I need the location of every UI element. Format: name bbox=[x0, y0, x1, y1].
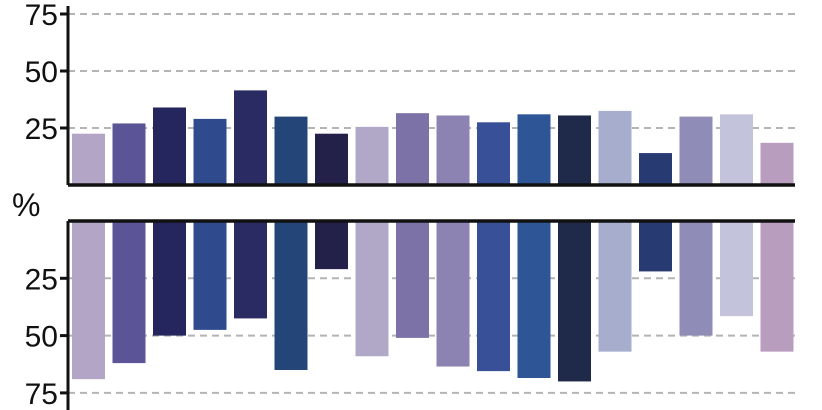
bar bbox=[517, 221, 551, 379]
bar bbox=[477, 221, 510, 372]
bar bbox=[558, 115, 591, 185]
bar bbox=[436, 115, 470, 185]
bar bbox=[72, 221, 105, 380]
tick-label: 50 bbox=[25, 321, 58, 354]
bar bbox=[639, 221, 672, 272]
tick-label: 75 bbox=[25, 0, 58, 32]
tick-label: 25 bbox=[25, 263, 58, 296]
bar bbox=[558, 221, 591, 382]
bar bbox=[355, 126, 389, 185]
tick-label: 25 bbox=[25, 113, 58, 146]
bar bbox=[679, 116, 713, 185]
bar bbox=[274, 116, 308, 185]
bar bbox=[234, 90, 267, 185]
bar bbox=[760, 142, 794, 185]
bar bbox=[153, 107, 186, 185]
tick-labels: 25 50 75 25 50 75 bbox=[25, 0, 58, 410]
bar bbox=[760, 221, 794, 352]
bar bbox=[598, 221, 632, 352]
bar bbox=[517, 114, 551, 185]
bar bbox=[355, 221, 389, 357]
bar bbox=[72, 133, 105, 185]
bar bbox=[477, 122, 510, 185]
bar bbox=[315, 133, 348, 185]
bar bbox=[720, 114, 753, 185]
bar bbox=[193, 118, 227, 185]
gridlines bbox=[68, 13, 795, 394]
axes bbox=[60, 6, 795, 410]
bar bbox=[436, 221, 470, 367]
bar bbox=[193, 221, 227, 330]
bar bbox=[234, 221, 267, 319]
tick-label: 50 bbox=[25, 56, 58, 89]
bar bbox=[274, 221, 308, 370]
bar bbox=[396, 113, 429, 185]
bar bbox=[598, 110, 632, 185]
bar bbox=[153, 221, 186, 336]
bar bbox=[639, 153, 672, 185]
y-axis-unit-label: % bbox=[12, 187, 40, 223]
bar bbox=[396, 221, 429, 338]
bar bbox=[679, 221, 713, 336]
bar bbox=[112, 123, 146, 185]
bar bbox=[315, 221, 348, 270]
bottom-panel-bars bbox=[72, 221, 794, 382]
tick-label: 75 bbox=[25, 378, 58, 410]
bar bbox=[112, 221, 146, 364]
bar bbox=[720, 221, 753, 317]
top-panel-bars bbox=[72, 90, 794, 185]
